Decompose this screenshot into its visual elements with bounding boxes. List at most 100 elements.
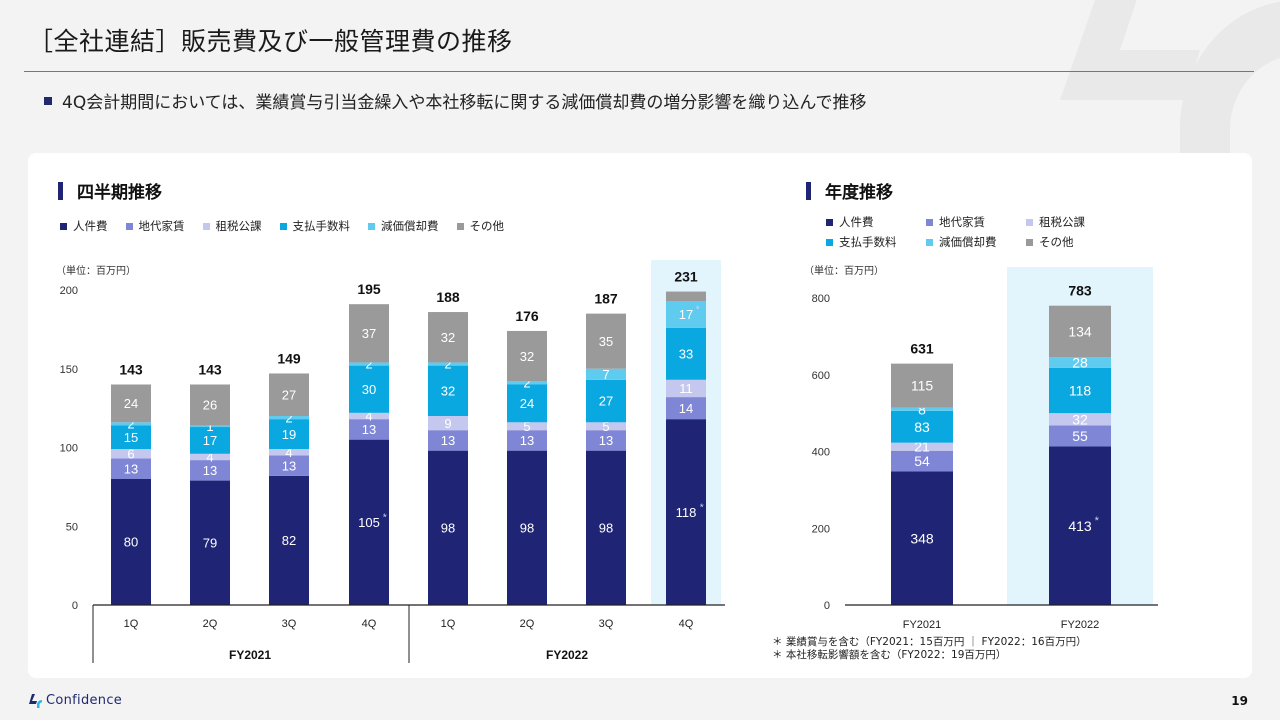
data-label: 105 [358,515,380,530]
data-label: 32 [1072,411,1088,427]
legend-label: 減価償却費 [381,219,439,233]
quarterly-title-text: 四半期推移 [77,183,162,203]
y-tick-label: 0 [72,600,78,612]
total-label: 631 [910,341,934,357]
legend-swatch [1026,218,1033,226]
bar-segment [891,442,953,451]
data-label: 27 [599,394,613,409]
bullet-square-icon [44,96,52,105]
quarterly-section-title: 四半期推移 [58,178,162,203]
bar-segment [507,422,547,431]
x-category-label: 2Q [203,618,218,630]
bar-segment [1049,425,1111,447]
y-tick-label: 400 [812,447,830,459]
title-divider [24,71,1254,72]
bar-segment [349,304,389,363]
legend-swatch [456,222,464,230]
data-label: 13 [520,433,534,448]
data-label: 2 [444,357,451,372]
data-label: 80 [124,535,138,550]
bar-segment [666,291,706,302]
asterisk-marker: * [1095,515,1100,527]
data-label: 1 [206,419,213,434]
bar-segment [111,479,151,605]
total-label: 188 [436,289,460,305]
bar-segment [190,425,230,428]
x-category-label: 4Q [362,618,377,630]
data-label: 24 [124,396,138,411]
bar-segment [586,313,626,369]
data-label: 134 [1068,323,1092,339]
data-label: 4 [365,409,372,424]
legend-item: 人件費 [826,214,926,230]
bar-segment [507,384,547,423]
data-label: 14 [679,401,693,416]
legend-swatch [202,222,210,230]
bar-segment [586,379,626,423]
x-category-label: 4Q [679,618,694,630]
bar-segment [190,453,230,461]
bar-segment [1049,446,1111,605]
x-group-label: FY2022 [546,648,588,662]
total-label: 783 [1068,283,1092,299]
data-label: 13 [124,461,138,476]
bar-segment [891,410,953,443]
bar-segment [891,471,953,605]
bar-segment [507,430,547,451]
legend-label: 支払手数料 [839,235,897,249]
bar-segment [190,460,230,481]
data-label: 5 [602,419,609,434]
x-category-label: 3Q [599,618,614,630]
annual-title-text: 年度推移 [825,183,893,203]
page-title: ［全社連結］販売費及び一般管理費の推移 [28,27,513,56]
bar-segment [349,412,389,420]
y-tick-label: 150 [60,364,78,376]
bar-segment [269,449,309,456]
x-category-label: 1Q [124,618,139,630]
legend-label: 減価償却費 [939,235,997,249]
bar-segment [111,425,151,450]
data-label: 19 [282,427,296,442]
data-label: 55 [1072,428,1088,444]
data-label: 5 [523,419,530,434]
data-label: 13 [282,458,296,473]
data-label: 4 [285,445,292,460]
bar-segment [507,450,547,605]
bar-segment [666,397,706,420]
total-label: 195 [357,281,381,297]
legend-label: 支払手数料 [292,219,351,233]
y-tick-label: 0 [824,600,830,612]
legend-swatch [1026,238,1033,246]
data-label: 13 [599,433,613,448]
legend-label: 租税公課 [1039,215,1085,229]
data-label: 28 [1072,355,1088,371]
bar-segment [349,439,389,605]
data-label: 15 [124,430,138,445]
bar-segment [269,419,309,450]
bar-segment [1049,367,1111,414]
bar-segment [507,330,547,382]
asterisk-marker: * [696,305,700,316]
data-label: 413 [1068,518,1092,534]
data-label: 17 [203,433,217,448]
bar-segment [428,416,468,431]
data-label: 13 [203,463,217,478]
legend-swatch [279,222,287,230]
legend-label: 地代家賃 [138,219,185,233]
data-label: 37 [362,326,376,341]
summary-text: 4Q会計期間においては、業績賞与引当金繰入や本社移転に関する減価償却費の増分影響… [62,93,867,113]
asterisk-marker: * [1090,352,1095,364]
legend-swatch [826,218,833,226]
data-label: 79 [203,535,217,550]
data-label: 17 [679,307,693,322]
asterisk-marker: * [700,502,704,513]
data-label: 348 [910,530,934,546]
data-label: 2 [523,376,530,391]
legend-swatch [826,238,833,246]
legend-item: 減価償却費 [368,218,439,234]
data-label: 118 [1069,383,1092,399]
data-label: 2 [365,357,372,372]
bar-segment [111,458,151,479]
data-label: 98 [441,521,455,536]
